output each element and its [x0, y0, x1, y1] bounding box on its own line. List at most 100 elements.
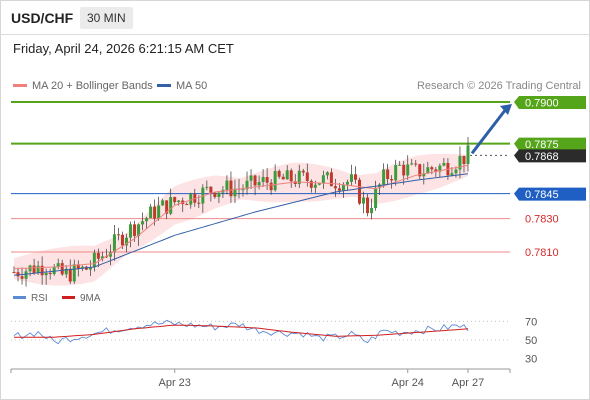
- candle-body: [157, 205, 161, 219]
- candle-body: [225, 180, 229, 190]
- candle: [245, 171, 249, 195]
- candle-body: [96, 252, 100, 259]
- candle: [325, 171, 329, 180]
- rsi-ma-legend-label: 9MA: [80, 293, 101, 304]
- candle-body: [329, 172, 333, 187]
- candle-body: [257, 182, 261, 186]
- candle-body: [293, 181, 297, 185]
- candle-body: [313, 184, 317, 188]
- candle: [333, 178, 337, 197]
- candle: [189, 192, 193, 209]
- candle-body: [301, 170, 305, 173]
- candle-body: [261, 176, 265, 183]
- candle-body: [354, 174, 358, 180]
- candle-body: [426, 167, 430, 174]
- candle-body: [281, 176, 285, 180]
- candle-body: [317, 183, 321, 185]
- candle: [366, 193, 370, 217]
- candle-body: [245, 180, 249, 190]
- candle-body: [386, 169, 390, 180]
- candle: [362, 191, 366, 214]
- candle-body: [305, 172, 309, 181]
- candle-body: [309, 180, 313, 188]
- candle-body: [450, 173, 454, 176]
- candle-body: [24, 271, 28, 279]
- candle: [60, 259, 64, 276]
- candle-body: [133, 224, 137, 237]
- candle-body: [16, 272, 20, 277]
- candle: [462, 155, 466, 173]
- candle: [88, 260, 92, 277]
- candle-body: [277, 170, 281, 177]
- price-label-text: 0.7900: [525, 98, 559, 110]
- timeframe-badge[interactable]: 30 MIN: [80, 7, 133, 29]
- candle-body: [36, 265, 40, 274]
- candle: [386, 163, 390, 185]
- candle-body: [56, 263, 60, 267]
- candle-body: [213, 192, 217, 198]
- candle-body: [217, 192, 221, 198]
- candle-body: [116, 234, 120, 236]
- candle: [261, 169, 265, 188]
- candle: [277, 169, 281, 179]
- x-tick-label: Apr 23: [158, 377, 190, 389]
- candle-body: [209, 186, 213, 193]
- candle-body: [141, 221, 145, 225]
- candle: [129, 221, 133, 248]
- ma50-line: [13, 173, 469, 276]
- candle: [281, 173, 285, 180]
- candle: [241, 184, 245, 197]
- candle: [44, 268, 48, 285]
- rsi-ma-swatch: [62, 295, 75, 299]
- ma20-legend-label: MA 20 + Bollinger Bands: [32, 80, 153, 92]
- ma50-legend-label: MA 50: [176, 80, 208, 92]
- candle: [257, 175, 261, 190]
- candle-body: [265, 176, 269, 183]
- ma50-swatch: [157, 83, 171, 87]
- candle-body: [120, 234, 124, 246]
- candle: [273, 164, 277, 192]
- candle-body: [458, 155, 462, 170]
- candle: [402, 161, 406, 185]
- candle: [442, 158, 446, 167]
- candle: [398, 160, 402, 166]
- candle-body: [370, 207, 374, 214]
- candle-body: [462, 155, 466, 164]
- candle-body: [390, 179, 394, 181]
- ma20-swatch: [13, 83, 27, 87]
- candle-body: [88, 267, 92, 270]
- price-label-0.7810: 0.7810: [525, 247, 559, 259]
- candle: [454, 166, 458, 178]
- candle-body: [137, 224, 141, 237]
- candle-body: [165, 200, 169, 214]
- candle-body: [80, 266, 84, 269]
- candle: [418, 163, 422, 180]
- candle-body: [52, 266, 56, 275]
- candle: [233, 179, 237, 204]
- candle-body: [108, 252, 112, 257]
- candle-body: [112, 234, 116, 253]
- candle: [48, 268, 52, 280]
- candle-body: [454, 169, 458, 174]
- candle-body: [161, 200, 165, 206]
- credit-label: Research © 2026 Trading Central: [416, 80, 581, 92]
- candle-body: [124, 237, 128, 246]
- x-tick-label: Apr 27: [452, 377, 484, 389]
- candle-body: [394, 165, 398, 181]
- candle: [161, 198, 165, 206]
- candle-body: [129, 224, 133, 238]
- rsi-line: [13, 319, 469, 345]
- candle: [100, 251, 104, 262]
- legend-ma50: MA 50: [157, 80, 207, 92]
- candle-body: [285, 170, 289, 180]
- candle-body: [20, 276, 24, 279]
- candle: [177, 199, 181, 206]
- price-label-0.7830: 0.7830: [525, 214, 559, 226]
- candle-body: [76, 264, 80, 269]
- price-label-text: 0.7875: [525, 139, 559, 151]
- candle: [217, 192, 221, 204]
- candle: [12, 266, 16, 274]
- candle: [309, 179, 313, 193]
- candle: [394, 159, 398, 186]
- candle-body: [229, 180, 233, 197]
